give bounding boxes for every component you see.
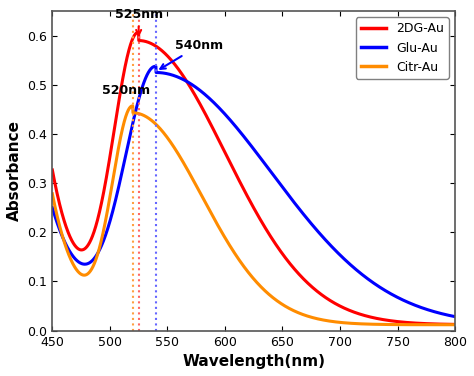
2DG-Au <box>49 168 55 172</box>
Glu-Au <box>452 314 458 319</box>
Line: 2DG-Au: 2DG-Au <box>52 32 455 324</box>
Glu-Au <box>70 254 76 258</box>
Text: 540nm: 540nm <box>160 39 224 69</box>
Citr-Au <box>129 104 135 108</box>
Glu-Au <box>153 64 158 69</box>
2DG-Au <box>70 240 76 245</box>
2DG-Au <box>235 175 240 180</box>
2DG-Au <box>452 322 458 327</box>
Glu-Au <box>440 312 446 316</box>
Legend: 2DG-Au, Glu-Au, Citr-Au: 2DG-Au, Glu-Au, Citr-Au <box>356 17 449 79</box>
Citr-Au <box>452 323 458 327</box>
Glu-Au <box>367 278 373 282</box>
2DG-Au <box>440 322 446 326</box>
Glu-Au <box>235 127 240 131</box>
Glu-Au <box>246 140 251 144</box>
Line: Citr-Au: Citr-Au <box>52 106 455 325</box>
Citr-Au <box>246 270 251 275</box>
2DG-Au <box>441 322 447 326</box>
Citr-Au <box>70 262 76 266</box>
Citr-Au <box>367 322 373 326</box>
Glu-Au <box>49 205 55 210</box>
Y-axis label: Absorbance: Absorbance <box>7 120 22 221</box>
Text: 525nm: 525nm <box>115 8 163 35</box>
Text: 520nm: 520nm <box>102 84 150 97</box>
2DG-Au <box>367 315 373 319</box>
Glu-Au <box>441 312 447 316</box>
2DG-Au <box>135 30 141 35</box>
Citr-Au <box>49 192 55 196</box>
Citr-Au <box>440 323 446 327</box>
Line: Glu-Au: Glu-Au <box>52 67 455 317</box>
Citr-Au <box>235 256 240 260</box>
2DG-Au <box>246 196 251 200</box>
Citr-Au <box>441 323 447 327</box>
X-axis label: Wavelength(nm): Wavelength(nm) <box>182 354 325 369</box>
